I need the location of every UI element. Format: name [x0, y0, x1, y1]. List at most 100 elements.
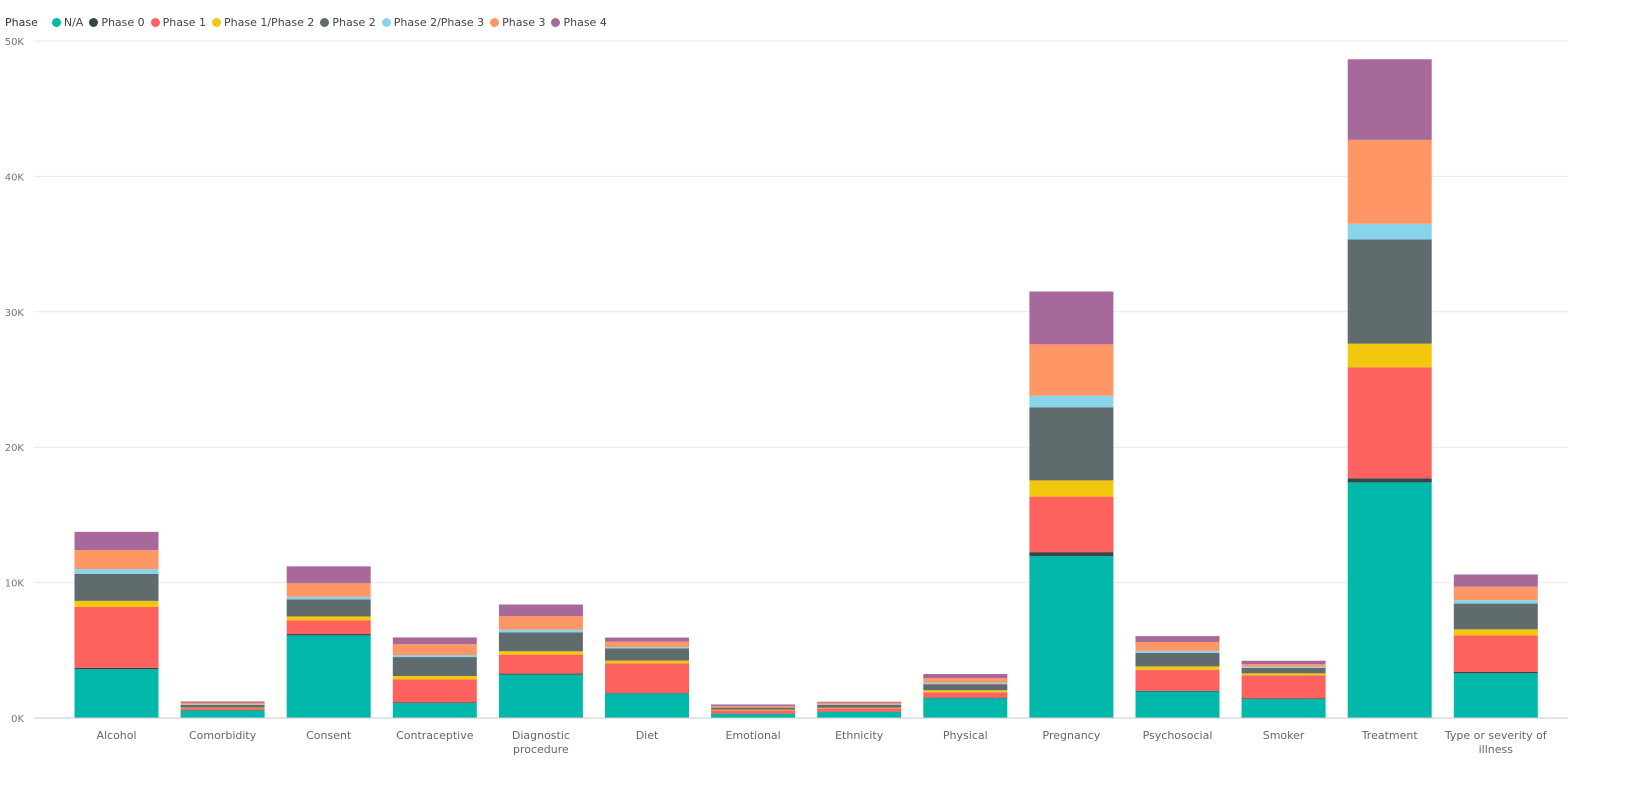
- bar-segment[interactable]: [286, 583, 371, 597]
- bar-segment[interactable]: [923, 692, 1008, 698]
- bar-segment[interactable]: [1453, 671, 1538, 674]
- bar-segment[interactable]: [1347, 139, 1432, 224]
- bar-segment[interactable]: [923, 698, 1008, 718]
- bar-segment[interactable]: [1347, 478, 1432, 483]
- bar-segment[interactable]: [1135, 650, 1220, 653]
- bar-segment[interactable]: [1453, 635, 1538, 672]
- bar-segment[interactable]: [1453, 603, 1538, 630]
- bar-segment[interactable]: [74, 550, 159, 570]
- bar-segment[interactable]: [923, 682, 1008, 685]
- bar-segment[interactable]: [1241, 660, 1326, 665]
- bar-segment[interactable]: [1347, 482, 1432, 718]
- bar-segment[interactable]: [817, 711, 902, 718]
- bar-segment[interactable]: [180, 708, 265, 711]
- bar-segment[interactable]: [286, 599, 371, 617]
- bar-segment[interactable]: [1453, 673, 1538, 718]
- bar-segment[interactable]: [392, 655, 477, 658]
- bar-segment[interactable]: [923, 678, 1008, 683]
- bar-segment[interactable]: [1029, 552, 1114, 557]
- bar-segment[interactable]: [817, 701, 902, 703]
- bar-segment[interactable]: [605, 641, 689, 648]
- bar-segment[interactable]: [605, 663, 689, 694]
- bar-segment[interactable]: [180, 707, 265, 709]
- bar-segment[interactable]: [1135, 652, 1220, 667]
- bar-segment[interactable]: [1029, 291, 1114, 345]
- bar-segment[interactable]: [498, 632, 583, 652]
- bar-segment[interactable]: [817, 708, 902, 712]
- bar-segment[interactable]: [1029, 480, 1114, 497]
- bar-segment[interactable]: [498, 654, 583, 674]
- bar-segment[interactable]: [498, 629, 583, 633]
- bar-segment[interactable]: [180, 704, 265, 708]
- legend-item[interactable]: Phase 4: [551, 16, 607, 29]
- bar-segment[interactable]: [180, 702, 265, 705]
- bar-segment[interactable]: [180, 710, 265, 718]
- bar-segment[interactable]: [392, 703, 477, 718]
- bar-segment[interactable]: [1029, 407, 1114, 481]
- bar-segment[interactable]: [1241, 667, 1326, 674]
- legend-item[interactable]: Phase 1/Phase 2: [212, 16, 314, 29]
- bar-segment[interactable]: [711, 709, 796, 711]
- legend-item[interactable]: Phase 3: [490, 16, 545, 29]
- bar-segment[interactable]: [923, 673, 1008, 679]
- bar-segment[interactable]: [1029, 395, 1114, 408]
- bar-segment[interactable]: [1241, 664, 1326, 667]
- bar-segment[interactable]: [1241, 675, 1326, 699]
- bar-segment[interactable]: [817, 702, 902, 705]
- bar-segment[interactable]: [605, 647, 689, 649]
- bar-segment[interactable]: [1135, 666, 1220, 670]
- bar-segment[interactable]: [711, 713, 796, 718]
- bar-segment[interactable]: [74, 569, 159, 574]
- bar-segment[interactable]: [1347, 367, 1432, 479]
- bar-segment[interactable]: [1029, 556, 1114, 718]
- bar-segment[interactable]: [286, 616, 371, 621]
- legend-item[interactable]: Phase 0: [89, 16, 145, 29]
- bar-segment[interactable]: [817, 707, 902, 709]
- bar-segment[interactable]: [1241, 666, 1326, 668]
- bar-segment[interactable]: [392, 676, 477, 680]
- bar-segment[interactable]: [923, 697, 1008, 699]
- bar-segment[interactable]: [1135, 691, 1220, 718]
- bar-segment[interactable]: [605, 693, 689, 718]
- bar-segment[interactable]: [1029, 496, 1114, 553]
- bar-segment[interactable]: [1347, 239, 1432, 344]
- bar-segment[interactable]: [605, 660, 689, 664]
- bar-segment[interactable]: [1241, 673, 1326, 676]
- bar-segment[interactable]: [605, 693, 689, 694]
- bar-segment[interactable]: [74, 667, 159, 670]
- bar-segment[interactable]: [498, 604, 583, 617]
- legend-item[interactable]: Phase 2: [320, 16, 376, 29]
- bar-segment[interactable]: [286, 566, 371, 584]
- bar-segment[interactable]: [498, 616, 583, 630]
- bar-segment[interactable]: [286, 635, 371, 718]
- bar-segment[interactable]: [286, 620, 371, 635]
- bar-segment[interactable]: [180, 701, 265, 703]
- bar-segment[interactable]: [74, 531, 159, 551]
- bar-segment[interactable]: [1241, 698, 1326, 700]
- bar-segment[interactable]: [1347, 223, 1432, 240]
- bar-segment[interactable]: [923, 690, 1008, 693]
- bar-segment[interactable]: [1135, 690, 1220, 692]
- bar-segment[interactable]: [1453, 629, 1538, 636]
- bar-segment[interactable]: [392, 657, 477, 677]
- bar-segment[interactable]: [498, 674, 583, 718]
- bar-segment[interactable]: [498, 673, 583, 675]
- bar-segment[interactable]: [1029, 344, 1114, 396]
- bar-segment[interactable]: [1135, 669, 1220, 691]
- bar-segment[interactable]: [392, 644, 477, 656]
- bar-segment[interactable]: [74, 606, 159, 668]
- bar-segment[interactable]: [605, 637, 689, 642]
- bar-segment[interactable]: [711, 707, 796, 710]
- bar-segment[interactable]: [286, 596, 371, 600]
- legend-item[interactable]: N/A: [51, 16, 83, 29]
- bar-segment[interactable]: [1347, 343, 1432, 368]
- bar-segment[interactable]: [1453, 586, 1538, 601]
- bar-segment[interactable]: [286, 634, 371, 636]
- bar-segment[interactable]: [74, 600, 159, 607]
- bar-segment[interactable]: [605, 648, 689, 661]
- bar-segment[interactable]: [1135, 642, 1220, 651]
- bar-segment[interactable]: [392, 637, 477, 645]
- bar-segment[interactable]: [1453, 600, 1538, 604]
- bar-segment[interactable]: [74, 669, 159, 718]
- bar-segment[interactable]: [74, 573, 159, 601]
